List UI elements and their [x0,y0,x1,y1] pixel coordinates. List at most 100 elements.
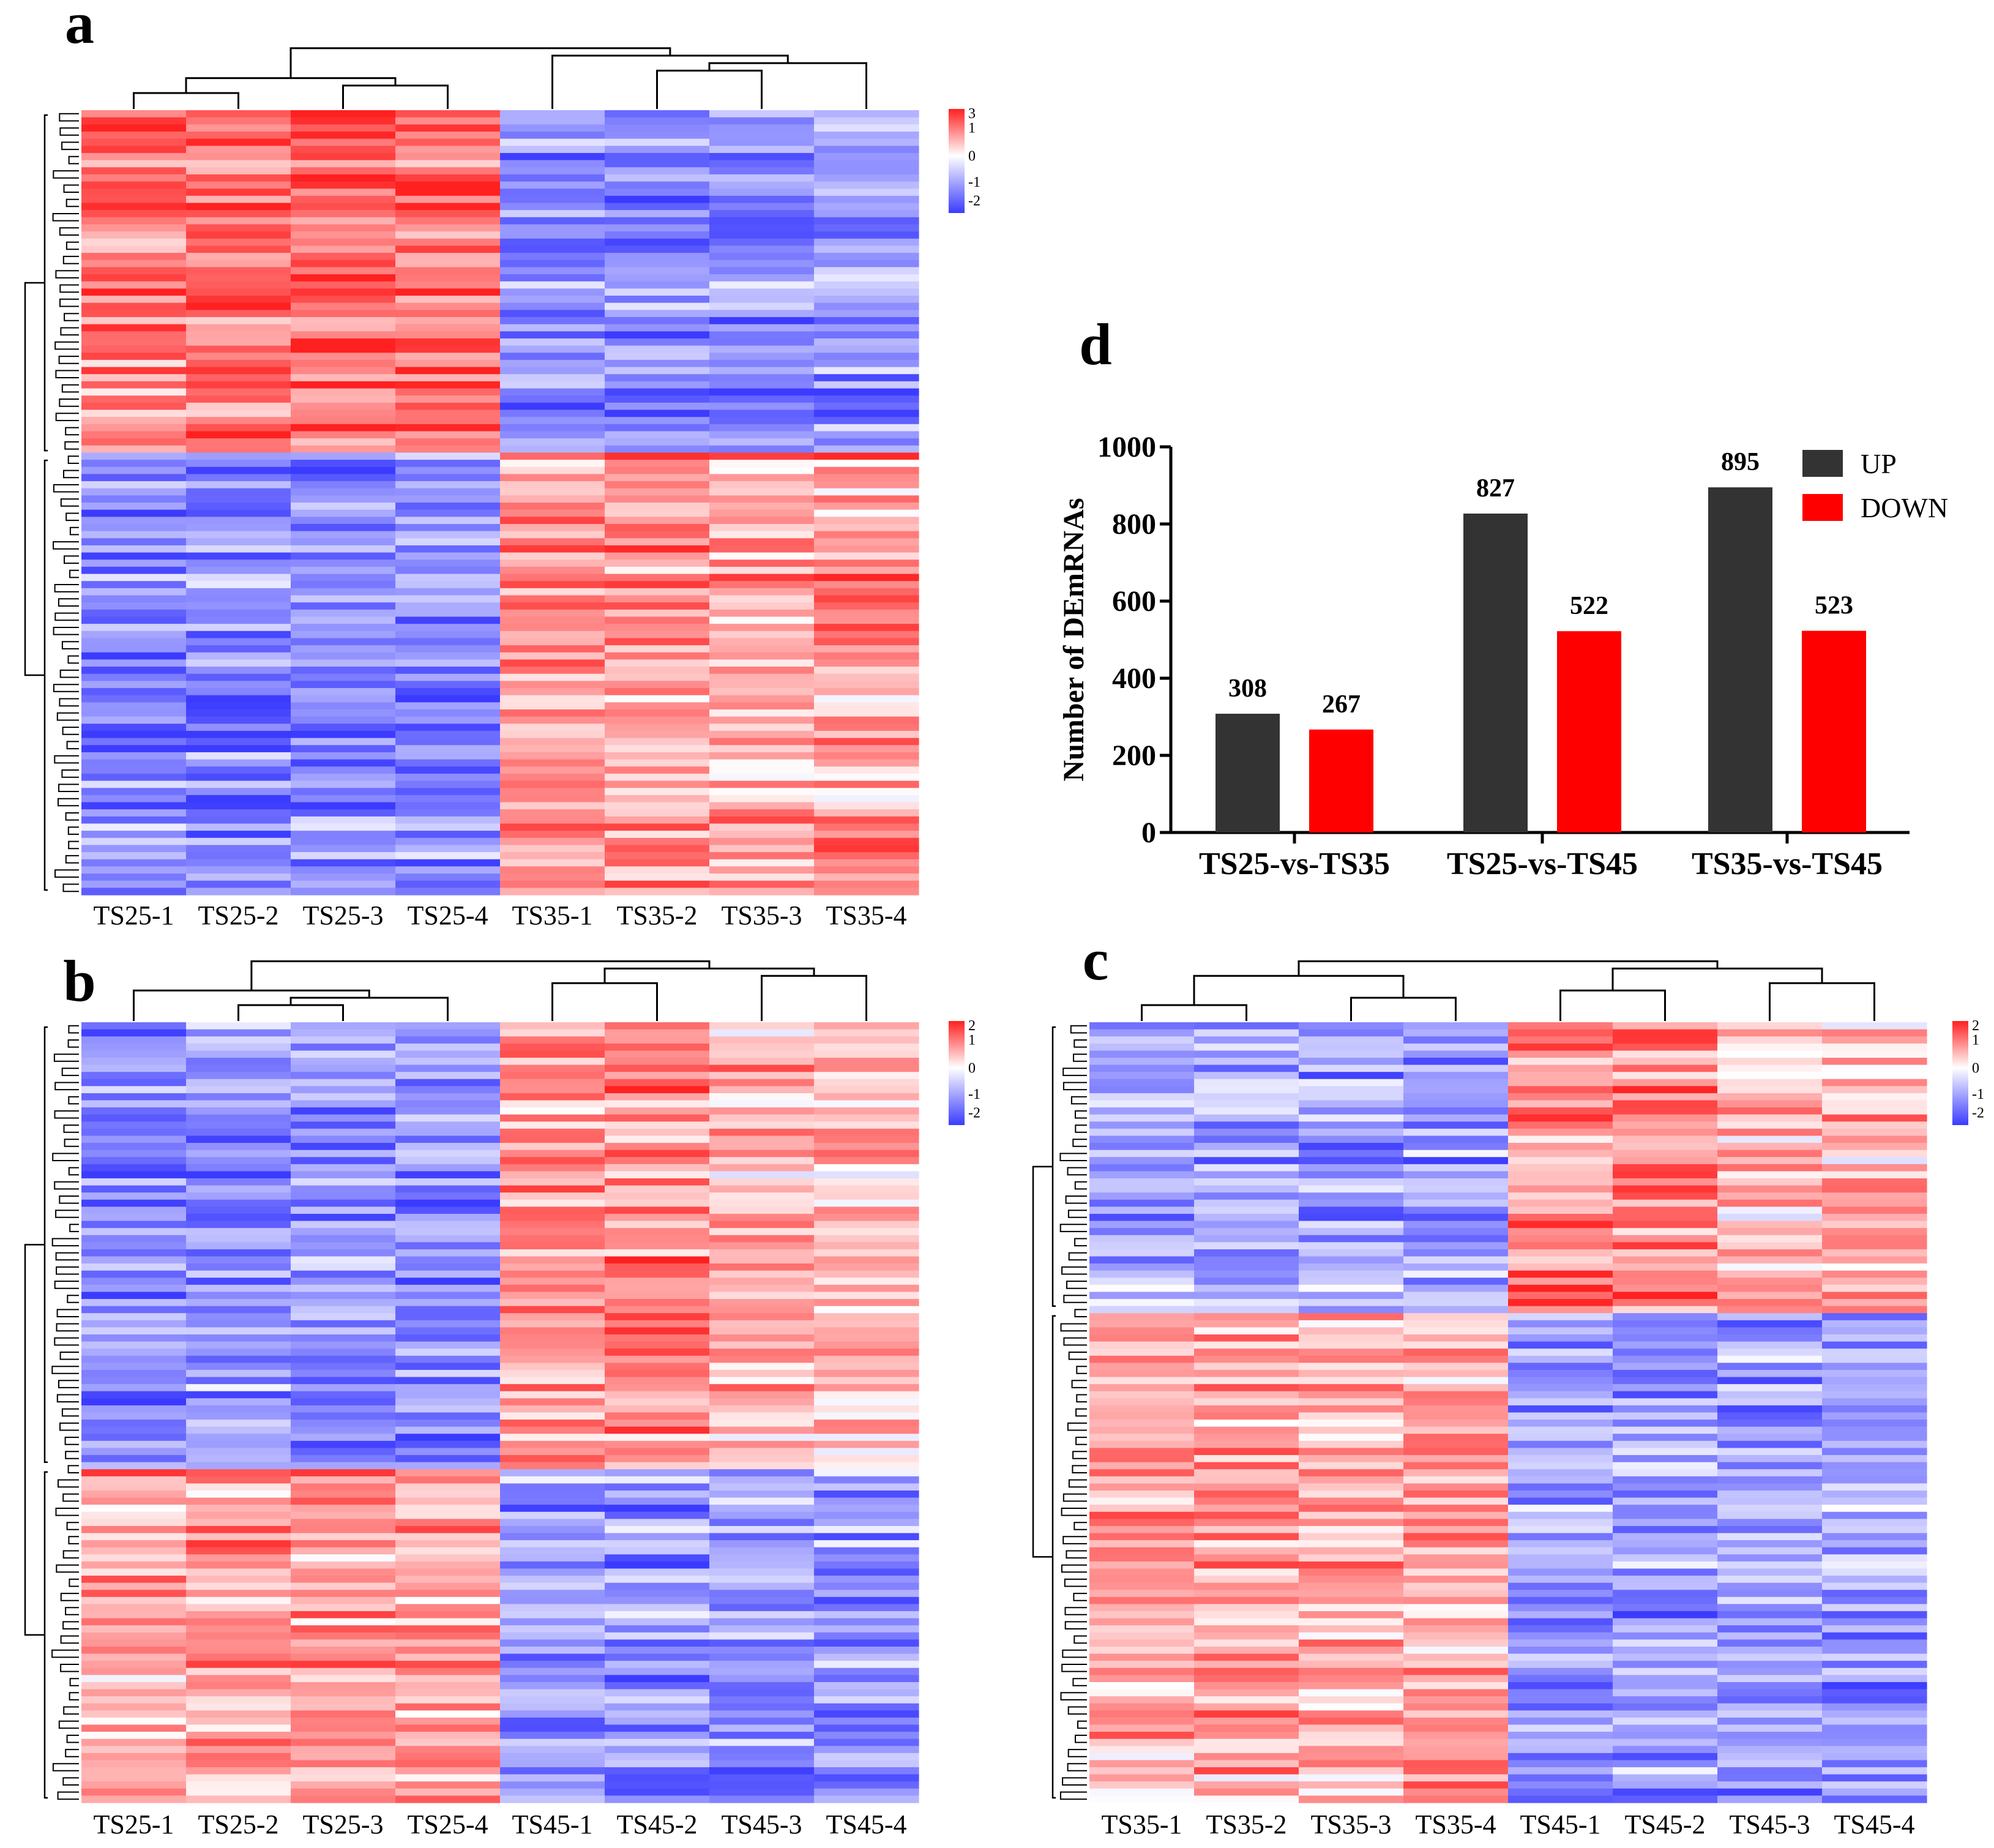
heatmap-cell [814,517,919,525]
heatmap-cell [814,1327,919,1335]
heatmap-cell [186,231,291,239]
heatmap-cell [709,759,815,767]
heatmap-cell [1089,1079,1195,1087]
row-dendrogram-branch [64,1139,79,1147]
heatmap-cell [605,595,710,603]
heatmap-cell [500,245,605,253]
heatmap-cell [1822,1525,1927,1534]
heatmap-cell [1089,1185,1195,1193]
heatmap-cell [81,1632,187,1640]
heatmap-cell [395,274,501,282]
heatmap-cell [1508,1525,1613,1534]
heatmap-cell [1403,1079,1509,1087]
heatmap-cell [500,595,605,603]
heatmap-cell [186,1178,291,1186]
heatmap-cell [500,1114,605,1122]
heatmap-cell [81,538,187,546]
heatmap-cell [1089,1767,1195,1775]
heatmap-cell [1299,1675,1404,1683]
heatmap-cell [500,1150,605,1158]
heatmap-cell [186,1157,291,1165]
heatmap-cell [291,1767,396,1775]
heatmap-cell [814,253,919,261]
heatmap-cell [814,1263,919,1271]
heatmap-cell [1717,1327,1823,1335]
heatmap-cell [500,1270,605,1278]
heatmap-cell [395,1554,501,1562]
heatmap-cell [1194,1412,1299,1420]
row-dendrogram-branch [59,1422,79,1431]
heatmap-cell [81,688,187,696]
heatmap-cell [500,181,605,189]
heatmap-cell [1613,1632,1718,1640]
heatmap-cell [605,588,710,596]
heatmap-cell [291,517,396,525]
heatmap-cell [1613,1164,1718,1172]
row-dendrogram-branch [54,1110,79,1119]
heatmap-cell [291,1647,396,1655]
heatmap-cell [1822,1420,1927,1427]
heatmap-cell [1089,1135,1195,1143]
heatmap-cell [291,189,396,196]
heatmap-cell [395,1135,501,1143]
heatmap-cell [395,1596,501,1605]
row-dendrogram-branch [61,1068,79,1076]
heatmap-cell [709,1519,815,1527]
heatmap-cell [81,402,187,411]
row-dendrogram-branch [1067,1167,1087,1176]
heatmap-cell [814,1242,919,1250]
heatmap-cell [1508,1164,1613,1172]
heatmap-cell [291,1263,396,1271]
heatmap-cell [709,253,815,261]
heatmap-cell [605,410,710,417]
heatmap-cell [500,1349,605,1356]
heatmap-cell [1822,1774,1927,1782]
heatmap-cell [81,452,187,460]
row-dendrogram-branch [64,441,79,450]
heatmap-cell [814,667,919,675]
row-dendrogram-branch [51,1649,79,1658]
heatmap-cell [81,1568,187,1576]
heatmap-cell [1508,1476,1613,1484]
heatmap-cell [500,531,605,539]
heatmap-cell [291,1029,396,1037]
heatmap-cell [500,438,605,446]
heatmap-cell [291,538,396,546]
column-label: TS45-2 [617,1809,698,1839]
heatmap-cell [395,667,501,675]
heatmap-cell [1508,1767,1613,1775]
colorbar-tick-label: 1 [1972,1033,1979,1049]
heatmap-cell [500,624,605,632]
heatmap-cell [1089,1405,1195,1413]
heatmap-cell [1299,1795,1404,1803]
heatmap-cell [709,296,815,304]
heatmap-cell [1508,1497,1613,1505]
heatmap-cell [1822,1135,1927,1143]
heatmap-cell [291,1682,396,1690]
heatmap-cell [709,752,815,760]
row-dendrogram-branch [1062,1777,1087,1786]
heatmap-cell [395,1164,501,1172]
heatmap-cell [1299,1455,1404,1463]
heatmap-cell [709,345,815,353]
heatmap-cell [186,616,291,624]
heatmap-cell [709,1349,815,1356]
heatmap-cell [186,702,291,710]
heatmap-cell [605,1349,710,1356]
heatmap-cell [500,152,605,161]
heatmap-cell [395,1405,501,1413]
heatmap-cell [186,709,291,717]
heatmap-cell [186,1554,291,1562]
row-dendrogram-branch [1064,1621,1087,1629]
heatmap-cell [1717,1525,1823,1534]
heatmap-cell [814,1135,919,1143]
heatmap-cell [291,1100,396,1108]
heatmap-cell [81,1363,187,1371]
heatmap-cell [500,837,605,846]
heatmap-cell [709,745,815,753]
heatmap-cell [1299,1483,1404,1491]
row-dendrogram-branch [64,1437,79,1445]
heatmap-cell [81,445,187,454]
heatmap-cell [1089,1121,1195,1129]
heatmap-cell [500,702,605,710]
